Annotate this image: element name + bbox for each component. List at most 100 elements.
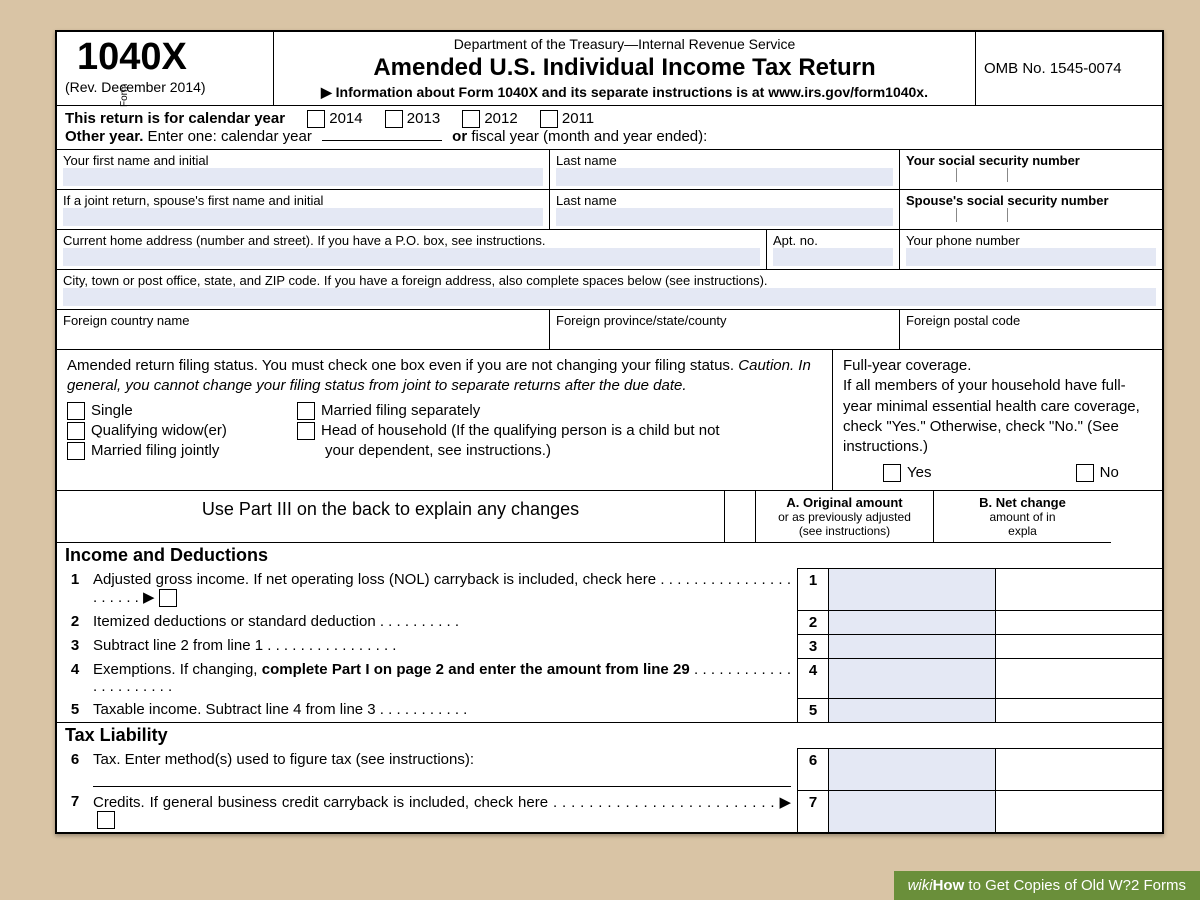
opt-joint: Married filing jointly <box>91 442 219 459</box>
foreign-row: Foreign country name Foreign province/st… <box>57 310 1162 350</box>
omb-number: OMB No. 1545-0074 <box>975 32 1162 105</box>
section-income: Income and Deductions <box>57 543 1162 568</box>
line-1-amt-a[interactable] <box>828 568 995 610</box>
line-5-amt-a[interactable] <box>828 698 995 722</box>
last-name-input[interactable] <box>556 168 893 186</box>
form-number: 1040X <box>77 36 265 79</box>
line-4-num: 4 <box>57 658 93 698</box>
checkbox-single[interactable] <box>67 402 85 420</box>
phone-cell: Your phone number <box>900 230 1162 269</box>
apt-input[interactable] <box>773 248 893 266</box>
form-info: ▶ Information about Form 1040X and its s… <box>282 84 967 101</box>
name-row: Your first name and initial Last name Yo… <box>57 150 1162 190</box>
foreign-post-input[interactable] <box>906 328 1156 346</box>
checkbox-2011[interactable] <box>540 110 558 128</box>
line-4-t1: Exemptions. If changing, <box>93 661 262 678</box>
checkbox-2014[interactable] <box>307 110 325 128</box>
checkbox-2012[interactable] <box>462 110 480 128</box>
phone-input[interactable] <box>906 248 1156 266</box>
filing-header: Amended return filing status. <box>67 357 258 374</box>
line-7-amt-a[interactable] <box>828 790 995 832</box>
line-3: 3 Subtract line 2 from line 1 . . . . . … <box>57 634 1162 658</box>
city-input[interactable] <box>63 288 1156 306</box>
line-3-amt-a[interactable] <box>828 634 995 658</box>
line-1-text: Adjusted gross income. If net operating … <box>93 568 797 610</box>
line-5-amt-b[interactable] <box>995 698 1162 722</box>
col-b-sub1: amount of in <box>940 510 1105 524</box>
ssn-label: Your social security number <box>906 153 1156 168</box>
line-2-amt-a[interactable] <box>828 610 995 634</box>
line-2-num: 2 <box>57 610 93 634</box>
foreign-country-label: Foreign country name <box>63 313 543 328</box>
line-4-amt-a[interactable] <box>828 658 995 698</box>
address-cell: Current home address (number and street)… <box>57 230 767 269</box>
foreign-country-input[interactable] <box>63 328 543 346</box>
or-label: or <box>452 128 467 145</box>
calendar-year-input[interactable] <box>322 140 442 141</box>
spouse-ssn-input[interactable] <box>906 208 1156 226</box>
filing-t1: You <box>258 357 291 374</box>
coverage-section: Full-year coverage. If all members of yo… <box>833 350 1162 490</box>
checkbox-no[interactable] <box>1076 464 1094 482</box>
first-name-input[interactable] <box>63 168 543 186</box>
line-4-amt-b[interactable] <box>995 658 1162 698</box>
ssn-input[interactable] <box>906 168 1156 186</box>
filing-must: must <box>291 357 324 374</box>
line-2-amt-b[interactable] <box>995 610 1162 634</box>
line-6-amt-b[interactable] <box>995 748 1162 790</box>
coverage-text: If all members of your household have fu… <box>843 376 1152 457</box>
first-name-label: Your first name and initial <box>63 153 543 168</box>
line-2: 2 Itemized deductions or standard deduct… <box>57 610 1162 634</box>
address-input[interactable] <box>63 248 760 266</box>
spouse-row: If a joint return, spouse's first name a… <box>57 190 1162 230</box>
line-4-t2: complete Part I on page 2 and enter the … <box>262 661 690 678</box>
year-2014: 2014 <box>329 110 362 127</box>
column-a-header: A. Original amountor as previously adjus… <box>755 491 933 543</box>
spouse-ssn-label: Spouse's social security number <box>906 193 1156 208</box>
form-header: Form 1040X (Rev. December 2014) Departme… <box>57 32 1162 106</box>
year-2011: 2011 <box>562 110 594 127</box>
spouse-first-label: If a joint return, spouse's first name a… <box>63 193 543 208</box>
line-1-amt-b[interactable] <box>995 568 1162 610</box>
checkbox-separate[interactable] <box>297 402 315 420</box>
line-1: 1 Adjusted gross income. If net operatin… <box>57 568 1162 610</box>
line-3-box: 3 <box>797 634 828 658</box>
yes-no-row: Yes No <box>843 457 1152 483</box>
line-6-amt-a[interactable] <box>828 748 995 790</box>
form-title: Amended U.S. Individual Income Tax Retur… <box>282 54 967 82</box>
checkbox-joint[interactable] <box>67 442 85 460</box>
line-5-text: Taxable income. Subtract line 4 from lin… <box>93 698 797 722</box>
spouse-first-input[interactable] <box>63 208 543 226</box>
checkbox-credit[interactable] <box>97 811 115 829</box>
checkbox-nol[interactable] <box>159 589 177 607</box>
ssn-cell: Your social security number <box>900 150 1162 189</box>
line-3-num: 3 <box>57 634 93 658</box>
how-label: How <box>933 877 969 894</box>
opt-widow: Qualifying widow(er) <box>91 422 227 439</box>
spouse-last-input[interactable] <box>556 208 893 226</box>
checkbox-hoh[interactable] <box>297 422 315 440</box>
first-name-cell: Your first name and initial <box>57 150 550 189</box>
line-1-desc: Adjusted gross income. If net operating … <box>93 571 791 606</box>
filing-left: Amended return filing status. You must c… <box>57 350 833 490</box>
header-left: Form 1040X (Rev. December 2014) <box>57 32 274 105</box>
line-6-method-input[interactable] <box>93 770 791 787</box>
line-3-amt-b[interactable] <box>995 634 1162 658</box>
opt-hoh: Head of household (If the qualifying per… <box>321 422 720 439</box>
line-7-num: 7 <box>57 790 93 832</box>
spouse-first-cell: If a joint return, spouse's first name a… <box>57 190 550 229</box>
checkbox-2013[interactable] <box>385 110 403 128</box>
line-5: 5 Taxable income. Subtract line 4 from l… <box>57 698 1162 723</box>
checkbox-yes[interactable] <box>883 464 901 482</box>
line-3-text: Subtract line 2 from line 1 . . . . . . … <box>93 634 797 658</box>
address-label: Current home address (number and street)… <box>63 233 760 248</box>
col-b-sub2: expla <box>940 524 1105 538</box>
watermark-footer: wikiHow to Get Copies of Old W?2 Forms <box>894 871 1200 900</box>
other-year-text: Enter one: calendar year <box>143 128 311 145</box>
info-text: Information about Form 1040X and its sep… <box>336 84 928 100</box>
line-7-amt-b[interactable] <box>995 790 1162 832</box>
form-label: Form <box>119 84 130 107</box>
foreign-prov-input[interactable] <box>556 328 893 346</box>
foreign-prov-cell: Foreign province/state/county <box>550 310 900 349</box>
checkbox-widow[interactable] <box>67 422 85 440</box>
